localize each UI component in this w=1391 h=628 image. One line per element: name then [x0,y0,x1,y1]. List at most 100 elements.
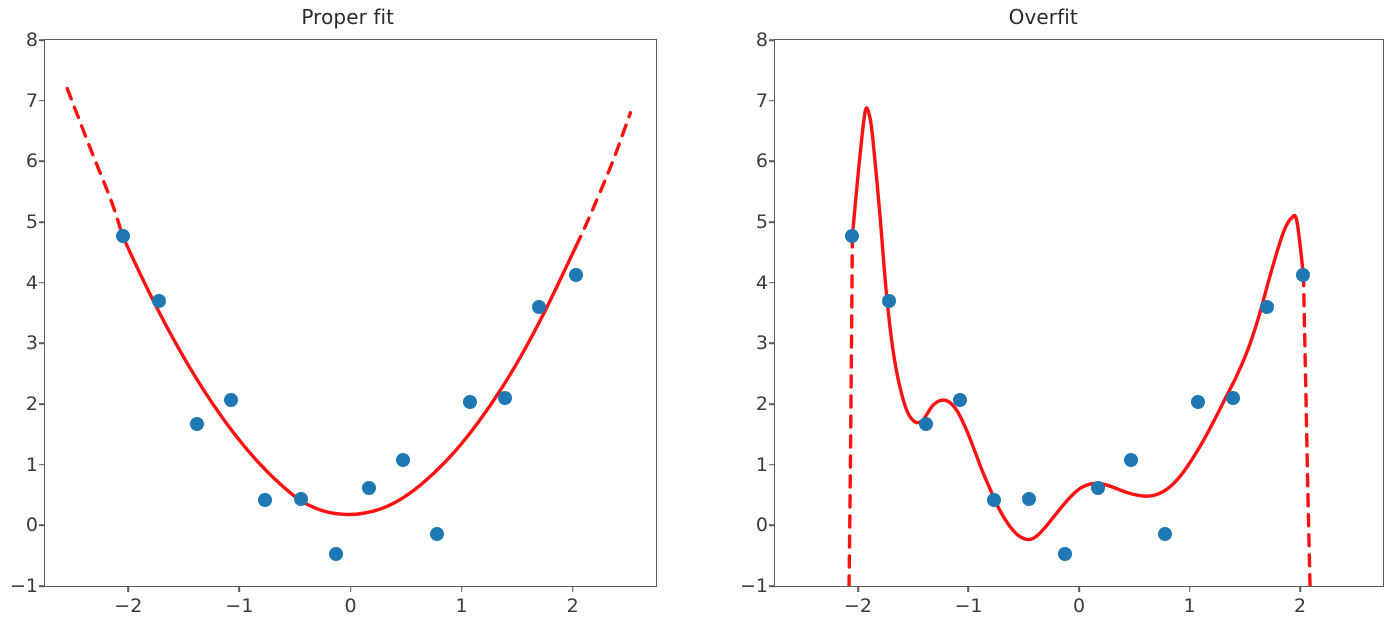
scatter-point [1090,480,1105,495]
y-tick-mark-overfit [769,524,775,527]
scatter-point [569,267,583,282]
y-tick-label-overfit: −1 [739,575,768,597]
fit-line-dashed-overfit [847,234,855,586]
plot-area-overfit: −1 0 1 2 3 4 5 6 7 8 −2 −1 0 1 2 [740,29,1384,617]
panel-proper-fit: Proper fit −1 0 1 2 3 4 5 6 7 8 −2 −1 0 1 2 [10,5,657,617]
y-tick-label-overfit: 1 [755,453,768,476]
y-tick-label-proper-fit: 4 [25,271,38,294]
y-tick-mark-overfit [769,342,775,345]
scatter-point [532,299,547,314]
scatter-point [845,228,860,243]
y-tick-mark-overfit [769,585,775,587]
y-tick-mark-proper-fit [39,160,45,163]
y-tick-mark-proper-fit [39,39,45,41]
y-tick-label-proper-fit: −1 [9,575,38,597]
scatter-point [1296,267,1311,282]
y-tick-label-overfit: 0 [755,514,768,537]
fit-curve-proper-fit [65,86,633,517]
y-tick-mark-proper-fit [39,524,45,527]
scatter-point [395,453,410,468]
y-tick-label-overfit: 7 [755,89,768,112]
fit-line-dashed-proper-fit [574,111,633,248]
x-tick-label-overfit: 0 [1072,595,1086,617]
x-tick-mark-proper-fit [571,586,574,592]
x-tick-label-overfit: 2 [1294,595,1307,617]
y-tick-label-proper-fit: 7 [25,89,38,112]
scatter-point [430,527,445,542]
fit-line-solid-proper-fit [121,234,578,517]
y-tick-mark-proper-fit [39,281,45,284]
y-tick-mark-overfit [769,160,775,163]
scatter-point [881,293,896,308]
fit-line-dashed-overfit [1301,273,1312,586]
x-tick-mark-proper-fit [238,586,241,592]
scatter-point [223,392,238,407]
plot-inner-proper-fit [45,40,656,586]
scatter-point [1158,527,1173,542]
y-tick-mark-overfit [769,281,775,284]
y-tick-label-overfit: 5 [755,211,768,233]
y-tick-mark-proper-fit [39,463,45,466]
scatter-point [1022,492,1037,507]
x-tick-label-proper-fit: −1 [225,595,254,617]
x-tick-mark-overfit [967,586,970,592]
x-tick-mark-overfit [857,586,859,592]
scatter-point [986,493,1001,508]
x-tick-label-proper-fit: 2 [566,595,579,617]
scatter-point [329,547,344,562]
fit-curve-overfit [847,106,1312,586]
scatter-point [293,492,308,507]
x-tick-mark-proper-fit [127,586,130,592]
scatter-point [1057,547,1072,562]
y-tick-label-proper-fit: 8 [25,29,38,51]
scatter-point [362,480,377,495]
scatter-point [1191,394,1206,409]
y-tick-label-overfit: 3 [755,332,768,355]
fit-line-solid-overfit [850,106,1306,542]
scatter-point [1225,390,1240,405]
fit-line-dashed-proper-fit [65,86,125,239]
scatter-point [115,228,130,243]
scatter-point [1259,299,1274,314]
panel-overfit: Overfit −1 0 1 2 3 4 5 6 7 8 −2 −1 0 1 2 [696,0,1391,628]
x-tick-mark-proper-fit [460,586,463,592]
y-tick-mark-overfit [769,39,775,41]
y-tick-mark-overfit [769,99,775,102]
y-tick-mark-overfit [769,403,775,405]
scatter-point [190,417,205,432]
y-tick-label-proper-fit: 6 [25,150,38,173]
scatter-point [497,390,512,405]
y-tick-mark-overfit [769,221,775,223]
y-tick-mark-overfit [769,463,775,466]
x-tick-mark-proper-fit [349,586,352,592]
y-tick-label-overfit: 6 [755,150,768,173]
y-tick-label-proper-fit: 1 [25,453,38,476]
scatter-point [152,293,167,308]
y-tick-mark-proper-fit [39,585,45,587]
x-tick-label-proper-fit: −2 [114,595,143,617]
x-tick-mark-overfit [1299,586,1301,592]
x-tick-label-proper-fit: 0 [344,595,357,617]
scatter-point [463,394,478,409]
y-tick-mark-proper-fit [39,221,45,223]
y-tick-mark-proper-fit [39,342,45,345]
y-tick-mark-proper-fit [39,403,45,405]
y-tick-mark-proper-fit [39,99,45,102]
x-tick-mark-overfit [1078,586,1080,592]
scatter-point [919,417,934,432]
x-tick-mark-overfit [1188,586,1191,592]
y-tick-label-overfit: 8 [755,29,768,51]
x-tick-label-overfit: −1 [954,595,983,617]
scatter-point [1123,453,1138,468]
plot-area-proper-fit: −1 0 1 2 3 4 5 6 7 8 −2 −1 0 1 2 [10,29,657,617]
scatter-point [952,392,967,407]
y-tick-label-overfit: 4 [755,271,768,294]
x-tick-label-overfit: −2 [843,595,872,617]
y-tick-label-proper-fit: 5 [25,211,38,233]
x-tick-label-proper-fit: 1 [455,595,468,617]
chart-title-proper-fit: Proper fit [301,5,395,29]
y-tick-label-proper-fit: 2 [25,393,38,415]
scatter-point [257,493,272,508]
y-tick-label-proper-fit: 3 [25,332,38,355]
